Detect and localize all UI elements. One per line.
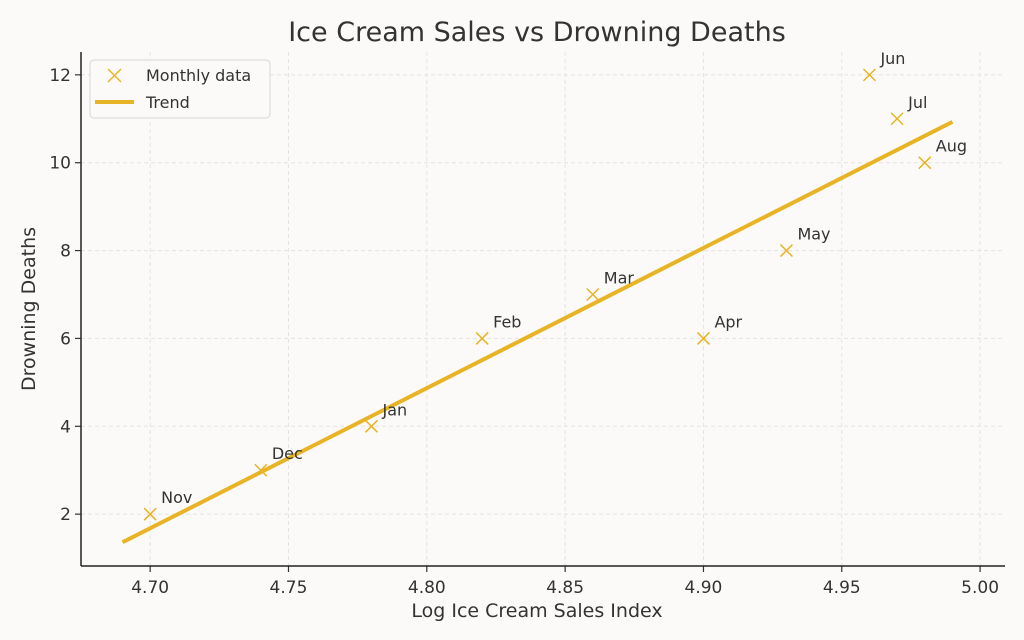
point-label: Mar <box>604 269 635 288</box>
y-tick-label: 2 <box>60 505 71 525</box>
data-point-jun <box>862 68 876 82</box>
point-label: Aug <box>936 137 967 156</box>
x-tick-label: 4.80 <box>408 578 446 598</box>
data-point-feb <box>475 331 489 345</box>
point-label: May <box>797 225 830 244</box>
data-point-may <box>779 244 793 258</box>
point-label: Jan <box>381 400 407 419</box>
x-tick-label: 4.75 <box>270 578 308 598</box>
legend-label: Trend <box>145 93 190 112</box>
trend-line <box>121 120 954 545</box>
x-axis-label: Log Ice Cream Sales Index <box>411 600 662 622</box>
point-label: Feb <box>493 312 521 331</box>
legend <box>89 59 271 119</box>
data-point-aug <box>918 156 932 170</box>
y-tick-label: 4 <box>60 417 71 437</box>
point-label: Jun <box>879 49 905 68</box>
y-tick-label: 8 <box>60 242 71 262</box>
legend-label: Monthly data <box>146 66 251 85</box>
chart-title: Ice Cream Sales vs Drowning Deaths <box>288 17 786 48</box>
legend-marker-x-icon <box>107 68 122 83</box>
y-tick-label: 6 <box>60 329 71 349</box>
point-label: Apr <box>714 312 742 331</box>
x-tick-label: 4.95 <box>823 578 861 598</box>
data-point-jul <box>890 112 904 126</box>
point-label: Nov <box>161 488 192 507</box>
x-tick-label: 5.00 <box>961 578 999 598</box>
y-tick-label: 12 <box>49 66 71 86</box>
data-point-jan <box>364 419 379 433</box>
data-point-dec <box>254 463 268 477</box>
point-label: Jul <box>907 93 927 112</box>
x-tick-label: 4.90 <box>685 578 723 598</box>
x-tick-label: 4.85 <box>546 578 584 598</box>
x-tick-label: 4.70 <box>131 578 169 598</box>
y-tick-label: 10 <box>49 154 71 174</box>
data-point-mar <box>586 287 600 302</box>
data-point-nov <box>143 507 157 521</box>
data-point-apr <box>696 331 710 345</box>
point-label: Dec <box>272 444 303 463</box>
y-axis-label: Drowning Deaths <box>18 227 40 391</box>
